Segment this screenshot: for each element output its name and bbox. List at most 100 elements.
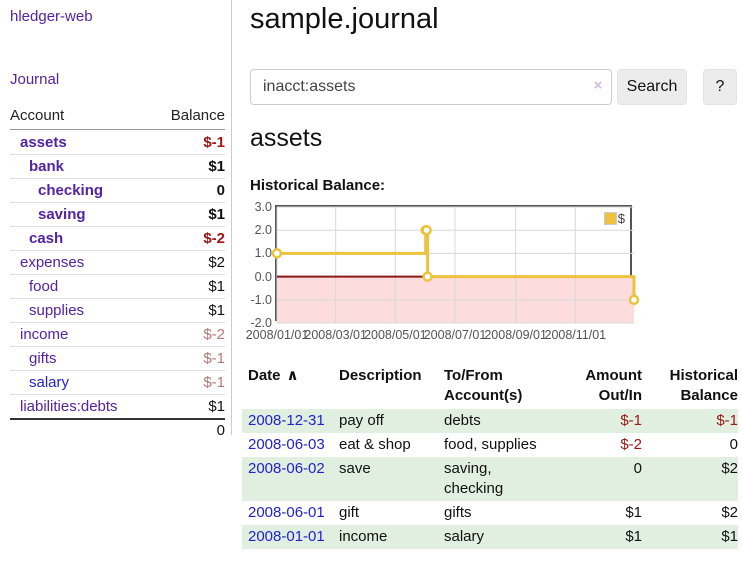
account-link[interactable]: assets xyxy=(20,133,67,151)
account-row: saving $1 xyxy=(10,202,225,226)
transaction-date: 2008-12-31 xyxy=(242,409,339,433)
help-button[interactable]: ? xyxy=(703,69,737,105)
register-row: 2008-01-01 income salary $1 $1 xyxy=(242,525,738,549)
transaction-amount: $-2 xyxy=(620,436,642,453)
account-balance: $-2 xyxy=(203,230,225,247)
account-balance: $2 xyxy=(208,254,225,271)
account-link[interactable]: food xyxy=(29,278,59,295)
date-column-header[interactable]: Date ∧ xyxy=(248,367,299,384)
account-link[interactable]: bank xyxy=(29,158,65,175)
account-row: bank $1 xyxy=(10,154,225,178)
transaction-description: eat & shop xyxy=(339,436,411,453)
account-rows: assets $-1 bank $1 checking 0 saving $1 cash $-2 e… xyxy=(10,130,225,418)
search-button[interactable]: Search xyxy=(617,69,687,105)
account-link[interactable]: salary xyxy=(29,374,70,391)
page-title: sample.journal xyxy=(250,3,439,35)
tofrom-column-header: To/From Account(s) xyxy=(444,367,523,404)
transaction-accounts: food, supplies xyxy=(444,436,537,453)
account-balance: $1 xyxy=(208,398,225,415)
historical-balance-chart: $ 3.0 2.0 1.0 0.0 -1.0 -2.0 2008/01/01 2008/03/… xyxy=(0,200,742,348)
transaction-amount: $-1 xyxy=(620,412,642,429)
sort-asc-icon: ∧ xyxy=(286,367,299,384)
y-axis-tick-label: -1.0 xyxy=(250,292,272,307)
account-link[interactable]: cash xyxy=(29,230,64,247)
account-link[interactable]: gifts xyxy=(29,350,57,367)
account-table-header: Account Balance xyxy=(10,104,225,130)
transaction-date: 2008-01-01 xyxy=(242,525,339,549)
register-header-row: Date ∧ Description To/From Account(s) Amou… xyxy=(242,363,738,409)
account-row: expenses $2 xyxy=(10,250,225,274)
account-row: cash $-2 xyxy=(10,226,225,250)
transaction-amount: $1 xyxy=(625,504,642,521)
transaction-description: pay off xyxy=(339,412,384,429)
transaction-balance: $2 xyxy=(721,460,738,477)
account-balance: $1 xyxy=(208,302,225,319)
account-row: food $1 xyxy=(10,274,225,298)
sidebar-divider xyxy=(231,0,232,435)
balance-column-header: Balance xyxy=(170,107,225,124)
account-balance: $-2 xyxy=(203,326,225,343)
x-axis-tick-label: 2008/05/01 xyxy=(364,328,427,342)
account-row: assets $-1 xyxy=(10,130,225,154)
x-axis-tick-label: 2008/09/01 xyxy=(484,328,547,342)
account-balance: $1 xyxy=(208,206,225,223)
legend-label: $ xyxy=(617,211,625,226)
account-total-row: 0 xyxy=(10,418,225,440)
account-balance: $-1 xyxy=(203,350,225,367)
transaction-amount: $1 xyxy=(625,528,642,545)
transaction-balance: $-1 xyxy=(716,412,738,429)
account-balance: $1 xyxy=(208,158,225,175)
chart-legend: $ xyxy=(603,211,625,226)
account-link[interactable]: liabilities:debts xyxy=(20,398,118,415)
transaction-description: income xyxy=(339,528,388,545)
clear-search-icon[interactable]: × xyxy=(593,77,603,94)
amount-column-header: Amount Out/In xyxy=(585,367,642,404)
description-column-header: Description xyxy=(339,367,422,384)
total-balance: 0 xyxy=(216,422,225,439)
account-link[interactable]: expenses xyxy=(20,254,85,271)
y-axis-tick-label: -2.0 xyxy=(250,316,272,330)
y-axis-tick-label: 0.0 xyxy=(254,269,272,284)
legend-swatch-icon xyxy=(603,212,617,225)
transaction-accounts: debts xyxy=(444,412,481,429)
y-axis-tick-label: 3.0 xyxy=(254,200,272,214)
register-table: Date ∧ Description To/From Account(s) Amou… xyxy=(242,363,738,549)
account-link[interactable]: checking xyxy=(38,182,104,199)
x-axis-tick-label: 2008/03/01 xyxy=(304,328,367,342)
account-link[interactable]: supplies xyxy=(29,302,85,319)
register-row: 2008-06-01 gift gifts $1 $2 xyxy=(242,501,738,525)
register-row: 2008-06-03 eat & shop food, supplies $-2 0 xyxy=(242,433,738,457)
transaction-amount: 0 xyxy=(633,460,642,477)
account-row: supplies $1 xyxy=(10,298,225,322)
account-link[interactable]: income xyxy=(20,326,69,343)
transaction-balance: $1 xyxy=(721,528,738,545)
chart-title: Historical Balance: xyxy=(250,177,386,194)
transaction-date: 2008-06-02 xyxy=(242,457,339,501)
account-balance: 0 xyxy=(216,182,225,199)
transaction-accounts: salary xyxy=(444,528,485,545)
transaction-description: gift xyxy=(339,504,360,521)
chart-plot-area[interactable]: $ xyxy=(271,205,640,324)
account-row: liabilities:debts $1 xyxy=(10,394,225,418)
x-axis-tick-label: 2008/07/01 xyxy=(423,328,487,342)
account-balance: $-1 xyxy=(203,133,225,151)
app-brand-link[interactable]: hledger-web xyxy=(10,8,93,25)
transaction-date-link[interactable]: 2008-12-31 xyxy=(248,412,325,429)
search-input[interactable] xyxy=(250,69,612,105)
account-column-header: Account xyxy=(10,107,65,124)
transaction-date: 2008-06-01 xyxy=(242,501,339,525)
historical-column-header: Historical Balance xyxy=(669,367,738,404)
transaction-balance: $2 xyxy=(721,504,738,521)
account-balance: $1 xyxy=(208,278,225,295)
transaction-date-link[interactable]: 2008-01-01 xyxy=(248,528,325,545)
account-link[interactable]: saving xyxy=(38,206,86,223)
transaction-date-link[interactable]: 2008-06-01 xyxy=(248,504,325,521)
account-row: salary $-1 xyxy=(10,370,225,394)
transaction-date-link[interactable]: 2008-06-03 xyxy=(248,436,325,453)
sidebar-item-journal[interactable]: Journal xyxy=(10,71,60,88)
transaction-description: save xyxy=(339,460,371,477)
y-axis-tick-label: 1.0 xyxy=(254,246,272,261)
register-row: 2008-12-31 pay off debts $-1 $-1 xyxy=(242,409,738,433)
account-row: gifts $-1 xyxy=(10,346,225,370)
transaction-date-link[interactable]: 2008-06-02 xyxy=(248,460,325,477)
